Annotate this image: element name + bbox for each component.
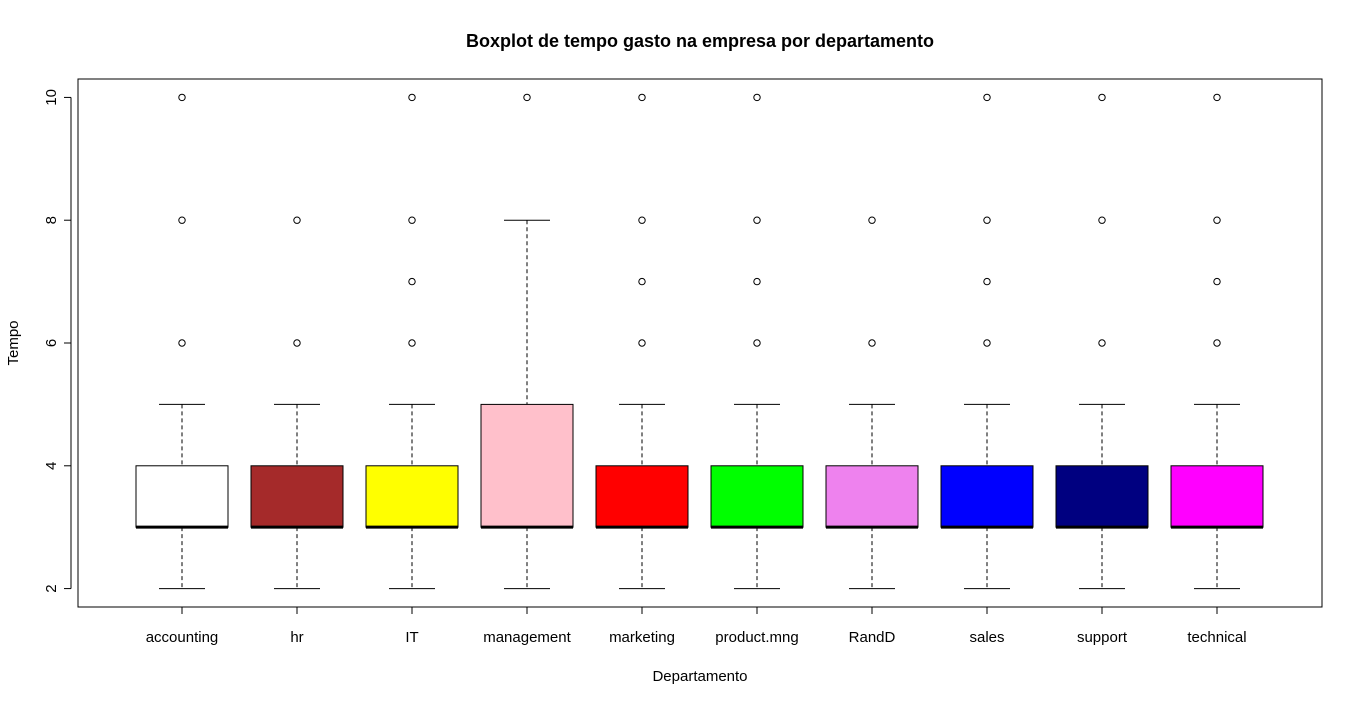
outlier-point	[983, 339, 991, 347]
x-tick-label: support	[1077, 629, 1128, 646]
y-tick-label: 8	[43, 216, 60, 224]
iqr-box	[940, 465, 1034, 528]
outlier-point	[1098, 339, 1106, 347]
outlier-point	[753, 277, 761, 286]
x-tick-label: hr	[290, 629, 303, 646]
outlier-point	[1213, 339, 1221, 347]
x-tick-label: product.mng	[715, 629, 798, 646]
iqr-box	[595, 465, 689, 528]
x-tick-label: sales	[969, 629, 1004, 646]
box-series	[135, 93, 1264, 590]
box-sales	[940, 93, 1034, 590]
outlier-point	[983, 93, 991, 102]
y-tick-label: 4	[43, 462, 60, 470]
outlier-point	[408, 339, 416, 347]
box-technical	[1170, 93, 1264, 590]
box-support	[1055, 93, 1149, 590]
outlier-point	[1213, 93, 1221, 102]
outlier-point	[178, 93, 186, 102]
outlier-point	[638, 216, 646, 224]
outlier-point	[753, 339, 761, 347]
iqr-box	[365, 465, 459, 528]
y-axis-label: Tempo	[5, 320, 22, 365]
iqr-box	[250, 465, 344, 528]
outlier-point	[753, 216, 761, 224]
x-tick-label: technical	[1187, 629, 1246, 646]
y-tick-label: 10	[43, 89, 60, 106]
outlier-point	[868, 339, 876, 347]
outlier-point	[753, 93, 761, 102]
outlier-point	[638, 339, 646, 347]
x-tick-label: marketing	[609, 629, 675, 646]
outlier-point	[408, 277, 416, 286]
outlier-point	[523, 93, 531, 102]
outlier-point	[1213, 216, 1221, 224]
x-tick-label: management	[483, 629, 571, 646]
x-tick-label: IT	[405, 629, 418, 646]
outlier-point	[178, 216, 186, 224]
outlier-point	[983, 216, 991, 224]
outlier-point	[1098, 216, 1106, 224]
x-tick-label: accounting	[146, 629, 219, 646]
iqr-box	[135, 465, 229, 528]
iqr-box	[825, 465, 919, 528]
outlier-point	[293, 339, 301, 347]
outlier-point	[293, 216, 301, 224]
box-management	[480, 93, 574, 590]
outlier-point	[638, 93, 646, 102]
y-tick-label: 6	[43, 339, 60, 347]
outlier-point	[983, 277, 991, 286]
box-product.mng	[710, 93, 804, 590]
box-RandD	[825, 216, 919, 590]
outlier-point	[868, 216, 876, 224]
box-hr	[250, 216, 344, 590]
box-accounting	[135, 93, 229, 590]
iqr-box	[1055, 465, 1149, 528]
iqr-box	[480, 403, 574, 528]
y-tick-label: 2	[43, 584, 60, 592]
outlier-point	[1213, 277, 1221, 286]
iqr-box	[1170, 465, 1264, 528]
y-axis: 2 4 6 8 10	[43, 89, 72, 593]
outlier-point	[408, 216, 416, 224]
x-axis-label: Departamento	[652, 668, 747, 685]
outlier-point	[638, 277, 646, 286]
outlier-point	[408, 93, 416, 102]
outlier-point	[178, 339, 186, 347]
box-IT	[365, 93, 459, 590]
box-marketing	[595, 93, 689, 590]
x-axis: accounting hr IT management marketing product…	[146, 606, 1247, 646]
x-tick-label: RandD	[849, 629, 896, 646]
outlier-point	[1098, 93, 1106, 102]
iqr-box	[710, 465, 804, 528]
chart-title: Boxplot de tempo gasto na empresa por de…	[466, 31, 934, 51]
